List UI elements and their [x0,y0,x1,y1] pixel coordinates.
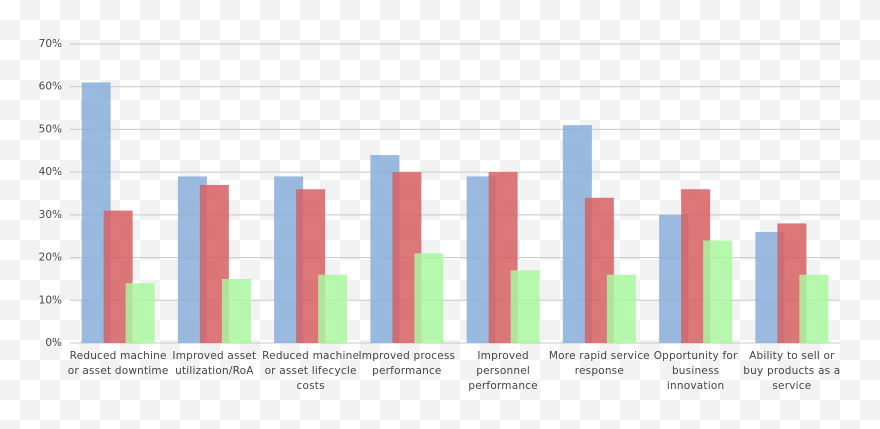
x-tick-label: Improved personnel performance [468,350,538,392]
bar [414,253,444,343]
bar [221,278,251,343]
bar [799,274,829,343]
y-tick-label: 30% [39,209,62,221]
bar [510,270,540,343]
bar [125,283,155,343]
x-tick-label: Reduced machine or asset lifecycle costs [262,350,360,392]
y-tick-label: 20% [39,252,62,264]
y-tick-label: 10% [39,294,62,306]
x-tick-label: More rapid service response [548,350,650,377]
bar [703,240,733,343]
y-tick-label: 60% [39,81,62,93]
x-tick-label: Opportunity for business innovation [653,350,738,392]
y-tick-label: 70% [39,38,62,50]
x-tick-label: Ability to sell or buy products as a ser… [743,350,841,392]
bar [318,274,348,343]
x-tick-label: Improved process performance [358,350,456,377]
y-tick-label: 0% [45,337,62,349]
x-tick-label: Reduced machine or asset downtime [67,350,169,377]
bar [606,274,636,343]
x-tick-label: Improved asset utilization/RoA [172,350,257,377]
y-tick-label: 40% [39,166,62,178]
y-tick-label: 50% [39,123,62,135]
